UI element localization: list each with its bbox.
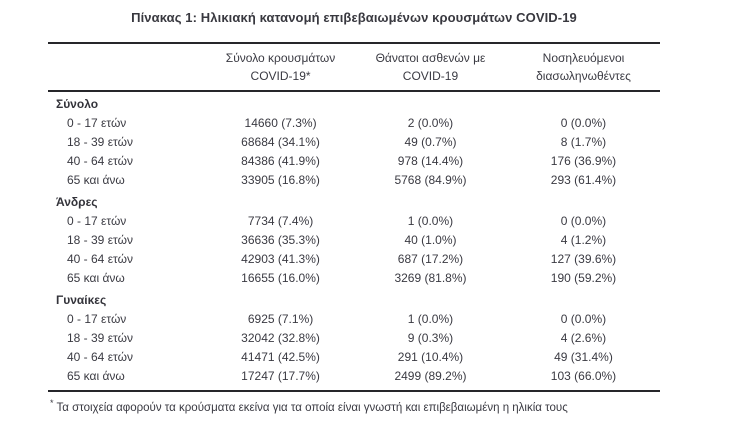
cell-intubated: 190 (59.2%) [550,271,617,285]
table-title: Πίνακας 1: Ηλικιακή κατανομή επιβεβαιωμέ… [131,10,577,25]
cell-cases: 36636 (35.3%) [241,233,320,247]
table-container: Πίνακας 1: Ηλικιακή κατανομή επιβεβαιωμέ… [48,0,660,416]
cell-intubated: 0 (0.0%) [560,214,607,228]
cell-intubated: 4 (1.2%) [560,233,607,247]
table-row: 18 - 39 ετών 36636 (35.3%) 40 (1.0%) 4 (… [48,231,660,250]
row-label: 40 - 64 ετών [67,252,133,266]
row-label: 65 και άνω [67,271,125,285]
cell-intubated: 103 (66.0%) [550,369,617,383]
cell-deaths: 1 (0.0%) [407,312,454,326]
row-label: 65 και άνω [67,369,125,383]
section-header-men: Άνδρες [56,195,98,209]
table-bottom-rule [48,390,660,392]
cell-cases: 6925 (7.1%) [247,312,314,326]
cell-deaths: 1 (0.0%) [407,214,454,228]
cell-intubated: 49 (31.4%) [554,350,613,364]
row-label: 18 - 39 ετών [67,233,133,247]
cell-cases: 33905 (16.8%) [241,173,320,187]
section-header-women: Γυναίκες [56,293,107,307]
cell-deaths: 2499 (89.2%) [394,369,467,383]
column-header-intubated-line2: διασωληνωθέντες [536,69,631,83]
cell-deaths: 9 (0.3%) [407,331,454,345]
column-header-intubated-line1: Νοσηλευόμενοι [542,51,625,65]
table-row: 0 - 17 ετών 14660 (7.3%) 2 (0.0%) 0 (0.0… [48,114,660,133]
row-label: 40 - 64 ετών [67,154,133,168]
table-row: 65 και άνω 16655 (16.0%) 3269 (81.8%) 19… [48,269,660,288]
cell-deaths: 40 (1.0%) [404,233,457,247]
column-header-intubated: Νοσηλευόμενοι διασωληνωθέντες [507,49,660,85]
cell-intubated: 293 (61.4%) [550,173,617,187]
cell-deaths: 5768 (84.9%) [394,173,467,187]
cell-intubated: 8 (1.7%) [560,135,607,149]
cell-intubated: 176 (36.9%) [550,154,617,168]
table-row: 0 - 17 ετών 6925 (7.1%) 1 (0.0%) 0 (0.0%… [48,310,660,329]
column-header-cases-line2: COVID-19* [250,69,311,83]
column-header-deaths-line2: COVID-19 [402,69,459,83]
row-label: 0 - 17 ετών [67,214,127,228]
cell-deaths: 978 (14.4%) [397,154,464,168]
cell-cases: 41471 (42.5%) [241,350,320,364]
row-label: 0 - 17 ετών [67,116,127,130]
table-row: 0 - 17 ετών 7734 (7.4%) 1 (0.0%) 0 (0.0%… [48,212,660,231]
cell-cases: 68684 (34.1%) [241,135,320,149]
table-footnote: * Τα στοιχεία αφορούν τα κρούσματα εκείνα… [48,396,660,416]
section-header-total: Σύνολο [56,97,99,111]
table-header-row: Σύνολο κρουσμάτων COVID-19* Θάνατοι ασθε… [48,44,660,90]
footnote-asterisk: * [50,398,54,408]
footnote-text: Τα στοιχεία αφορούν τα κρούσματα εκείνα … [56,401,568,414]
cell-intubated: 0 (0.0%) [560,116,607,130]
row-label: 65 και άνω [67,173,125,187]
cell-cases: 42903 (41.3%) [241,252,320,266]
table-row: 18 - 39 ετών 68684 (34.1%) 49 (0.7%) 8 (… [48,133,660,152]
table-row: 65 και άνω 33905 (16.8%) 5768 (84.9%) 29… [48,171,660,190]
cell-intubated: 4 (2.6%) [560,331,607,345]
cell-deaths: 687 (17.2%) [397,252,464,266]
column-header-cases: Σύνολο κρουσμάτων COVID-19* [207,49,354,85]
table-row: 40 - 64 ετών 84386 (41.9%) 978 (14.4%) 1… [48,152,660,171]
cell-deaths: 291 (10.4%) [397,350,464,364]
row-label: 40 - 64 ετών [67,350,133,364]
cell-cases: 16655 (16.0%) [241,271,320,285]
cell-deaths: 2 (0.0%) [407,116,454,130]
table-row: 40 - 64 ετών 42903 (41.3%) 687 (17.2%) 1… [48,250,660,269]
cell-deaths: 3269 (81.8%) [394,271,467,285]
cell-intubated: 127 (39.6%) [550,252,617,266]
column-header-deaths: Θάνατοι ασθενών με COVID-19 [354,49,507,85]
table-row: 65 και άνω 17247 (17.7%) 2499 (89.2%) 10… [48,367,660,386]
row-label: 0 - 17 ετών [67,312,127,326]
row-label: 18 - 39 ετών [67,331,133,345]
cell-cases: 14660 (7.3%) [244,116,317,130]
cell-cases: 7734 (7.4%) [247,214,314,228]
cell-cases: 32042 (32.8%) [241,331,320,345]
table-header-rule [48,90,660,92]
table-row: 18 - 39 ετών 32042 (32.8%) 9 (0.3%) 4 (2… [48,329,660,348]
table-top-rule [48,42,660,44]
cell-intubated: 0 (0.0%) [560,312,607,326]
column-header-empty [48,49,207,85]
cell-deaths: 49 (0.7%) [404,135,457,149]
cell-cases: 17247 (17.7%) [241,369,320,383]
cell-cases: 84386 (41.9%) [241,154,320,168]
table-row: 40 - 64 ετών 41471 (42.5%) 291 (10.4%) 4… [48,348,660,367]
column-header-deaths-line1: Θάνατοι ασθενών με [375,51,486,65]
row-label: 18 - 39 ετών [67,135,133,149]
column-header-cases-line1: Σύνολο κρουσμάτων [225,51,336,65]
